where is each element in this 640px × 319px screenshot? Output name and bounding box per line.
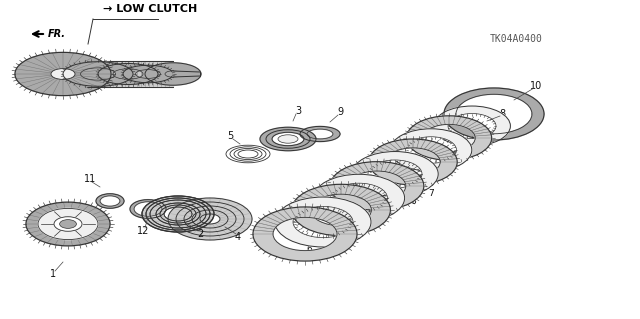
Polygon shape [260,127,316,151]
Text: TK04A0400: TK04A0400 [490,34,543,44]
Polygon shape [253,207,357,261]
Ellipse shape [60,220,76,228]
Text: → LOW CLUTCH: → LOW CLUTCH [103,4,197,14]
Polygon shape [390,129,472,171]
Ellipse shape [51,69,75,79]
Text: 2: 2 [197,229,203,239]
Polygon shape [434,106,511,146]
Text: 10: 10 [530,81,542,91]
Polygon shape [130,200,166,219]
Text: 9: 9 [337,107,343,117]
Polygon shape [444,88,544,140]
Polygon shape [123,65,173,83]
Text: 7: 7 [428,189,434,198]
Polygon shape [292,184,390,236]
Polygon shape [38,208,98,240]
Text: 4: 4 [235,232,241,242]
Text: 6: 6 [410,197,416,206]
Polygon shape [314,174,404,222]
Polygon shape [352,152,438,197]
Polygon shape [142,196,214,232]
Polygon shape [98,63,158,85]
Ellipse shape [278,135,298,143]
Text: 8: 8 [499,109,505,119]
Text: 7: 7 [392,204,398,212]
Polygon shape [275,197,371,247]
Polygon shape [87,61,173,87]
Polygon shape [369,139,457,185]
Text: 12: 12 [137,226,149,236]
Text: FR.: FR. [48,29,66,39]
Text: 6: 6 [306,246,312,255]
Text: 3: 3 [295,106,301,116]
Polygon shape [330,162,424,210]
Text: 7: 7 [324,238,330,247]
Text: 6: 6 [340,226,346,234]
Text: 6: 6 [374,211,380,220]
Polygon shape [168,198,252,240]
Polygon shape [300,126,340,142]
Polygon shape [406,116,492,160]
Polygon shape [145,63,201,85]
Polygon shape [15,52,111,96]
Polygon shape [96,194,124,208]
Polygon shape [173,71,198,77]
Polygon shape [63,62,133,86]
Text: 11: 11 [84,174,96,184]
Text: 5: 5 [227,131,233,141]
Text: 7: 7 [358,218,364,226]
Polygon shape [26,202,110,246]
Text: 1: 1 [50,269,56,279]
